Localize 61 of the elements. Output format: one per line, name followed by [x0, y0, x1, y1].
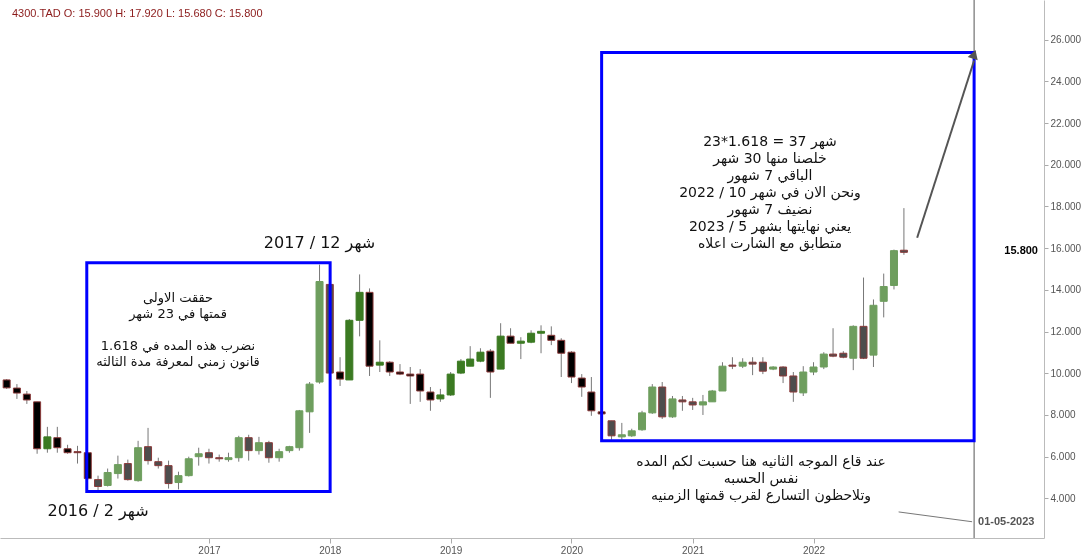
candlestick	[406, 366, 415, 405]
y-tick-label: 6.000	[1050, 451, 1076, 463]
candlestick	[537, 324, 546, 354]
candlestick	[577, 373, 586, 398]
candlestick	[899, 207, 908, 256]
candlestick	[879, 273, 888, 318]
y-tick-label: 10.000	[1050, 367, 1082, 379]
y-tick-label: 18.000	[1050, 200, 1082, 212]
candlestick	[395, 363, 404, 376]
y-tick-label: 4.000	[1050, 492, 1076, 504]
candlestick	[486, 348, 495, 399]
candlestick	[829, 327, 838, 358]
candlestick	[799, 365, 808, 397]
y-tick-label: 8.000	[1050, 409, 1076, 421]
x-tick-label: 2019	[440, 544, 463, 556]
x-tick-label: 2018	[319, 544, 342, 556]
candlestick	[254, 436, 263, 456]
y-tick-label: 26.000	[1050, 34, 1082, 46]
annotation: عند قاع الموجه الثانيه هنا حسبت لكم المده نفس الحسبه وتلاحظون التسارع لقرب قمتها الزمنيه	[636, 453, 886, 505]
y-tick-label: 22.000	[1050, 117, 1082, 129]
ref-line-label: 01-05-2023	[978, 515, 1035, 527]
candlestick	[638, 410, 647, 432]
y-tick-label: 24.000	[1050, 75, 1082, 87]
annotation: شهر 2 / 2016	[47, 501, 149, 522]
candlestick	[416, 368, 425, 403]
candlestick	[12, 383, 21, 400]
candlestick	[587, 376, 596, 417]
y-tick-label: 20.000	[1050, 159, 1082, 171]
candlestick	[234, 435, 243, 463]
annotation: 15.800	[1004, 244, 1038, 256]
y-tick-label: 12.000	[1050, 326, 1082, 338]
x-tick-label: 2022	[802, 544, 826, 556]
candlestick	[789, 371, 798, 403]
candlestick	[53, 426, 62, 454]
x-tick-label: 2021	[682, 544, 705, 556]
candlestick	[43, 426, 52, 454]
candlestick	[264, 440, 273, 464]
x-tick-label: 2017	[198, 544, 222, 556]
candlestick	[516, 336, 525, 360]
candlestick	[275, 448, 284, 463]
candlestick	[113, 455, 122, 480]
candlestick	[547, 325, 556, 346]
candlestick	[144, 427, 153, 466]
annotation: شهر 12 / 2017	[263, 232, 376, 253]
candlestick	[607, 420, 616, 441]
candlestick	[557, 337, 566, 378]
candlestick	[668, 395, 677, 419]
x-tick-label: 2020	[560, 544, 584, 556]
y-tick-label: 14.000	[1050, 284, 1082, 296]
y-tick-label: 16.000	[1050, 242, 1082, 254]
annotation: 23*1.618 = 37 شهر خلصنا منها 30 شهر الباقي 7 شهور ونحن الان في شهر 10 / 2022 نضيف 7 شهور يعني نهايتها بشهر 5 / 2023 متطابق مع الشارت اعلاه	[679, 133, 861, 252]
candlestick	[123, 459, 132, 482]
candlestick	[426, 386, 435, 412]
candlestick	[204, 448, 213, 465]
candlestick	[164, 460, 173, 490]
annotation: حققت الاولى قمتها في 23 شهر	[128, 290, 227, 322]
candlestick	[375, 339, 384, 373]
candlestick	[336, 356, 345, 387]
candlestick	[244, 434, 253, 462]
text: 4300.TAD O: 15.900 H: 17.920 L: 15.680 C: 15.800	[12, 7, 263, 19]
annotation: نضرب هذه المده في 1.618 قانون زمني لمعرفة مدة الثالثه	[96, 338, 260, 370]
